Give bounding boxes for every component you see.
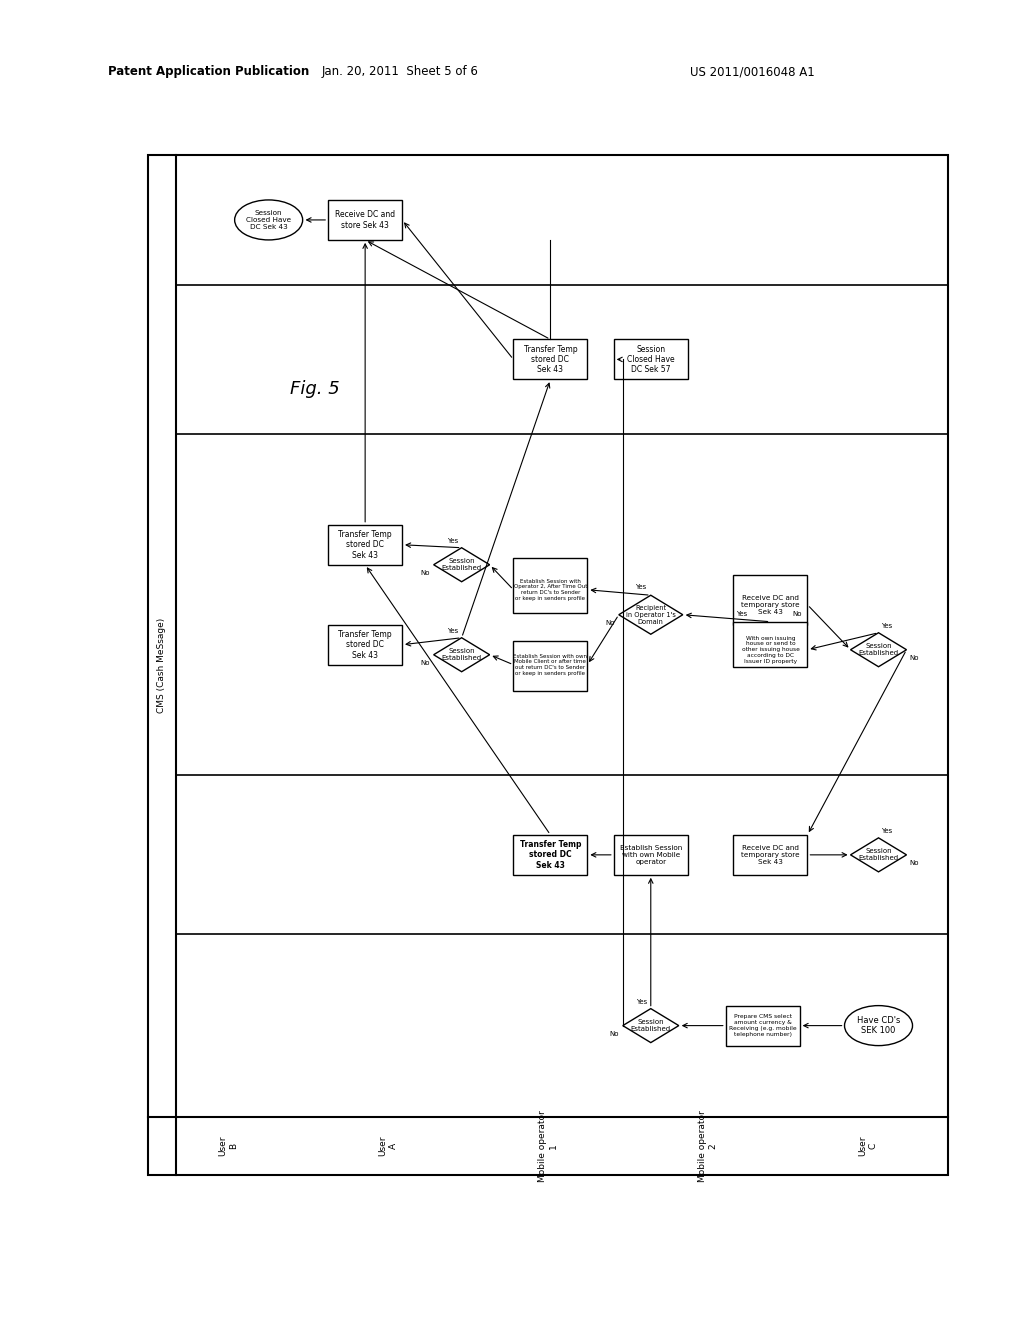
Text: Receive DC and
temporary store
Sek 43: Receive DC and temporary store Sek 43 xyxy=(741,845,800,865)
Text: Session
Established: Session Established xyxy=(858,849,899,862)
Text: Transfer Temp
stored DC
Sek 43: Transfer Temp stored DC Sek 43 xyxy=(519,840,582,870)
Ellipse shape xyxy=(234,199,303,240)
Text: Jan. 20, 2011  Sheet 5 of 6: Jan. 20, 2011 Sheet 5 of 6 xyxy=(322,66,478,78)
Text: Session
Established: Session Established xyxy=(631,1019,671,1032)
Text: Receive DC and
store Sek 43: Receive DC and store Sek 43 xyxy=(335,210,395,230)
Text: Mobile operator
2: Mobile operator 2 xyxy=(698,1110,718,1181)
Bar xyxy=(328,525,402,565)
Text: Session
Closed Have
DC Sek 43: Session Closed Have DC Sek 43 xyxy=(246,210,291,230)
Text: Establish Session with
Operator 2, After Time Out
return DC's to Sender
or keep : Establish Session with Operator 2, After… xyxy=(514,578,587,601)
Bar xyxy=(613,834,688,875)
Bar xyxy=(513,834,588,875)
Bar xyxy=(513,339,588,379)
Bar xyxy=(613,339,688,379)
Bar xyxy=(733,834,808,875)
Text: No: No xyxy=(909,655,919,661)
Ellipse shape xyxy=(845,1006,912,1045)
Text: No: No xyxy=(909,859,919,866)
Text: No: No xyxy=(420,660,430,665)
Text: With own issuing
house or send to
other issuing house
according to DC
Issuer ID : With own issuing house or send to other … xyxy=(741,636,800,664)
Text: US 2011/0016048 A1: US 2011/0016048 A1 xyxy=(690,66,815,78)
Text: Receive DC and
temporary store
Sek 43: Receive DC and temporary store Sek 43 xyxy=(741,595,800,615)
Text: No: No xyxy=(420,570,430,576)
Text: Yes: Yes xyxy=(882,828,893,834)
Text: Yes: Yes xyxy=(637,999,648,1005)
Text: Recipient
in Operator 1's
Domain: Recipient in Operator 1's Domain xyxy=(626,605,676,624)
Bar xyxy=(513,558,588,612)
Text: Yes: Yes xyxy=(736,611,748,616)
Text: Have CD's
SEK 100: Have CD's SEK 100 xyxy=(857,1016,900,1035)
Text: Yes: Yes xyxy=(882,623,893,628)
Bar xyxy=(726,1006,800,1045)
Text: Transfer Temp
stored DC
Sek 43: Transfer Temp stored DC Sek 43 xyxy=(338,529,392,560)
Text: No: No xyxy=(793,611,802,616)
Text: Transfer Temp
stored DC
Sek 43: Transfer Temp stored DC Sek 43 xyxy=(523,345,578,375)
Text: User
C: User C xyxy=(858,1135,878,1156)
Text: Establish Session with own
Mobile Client or after time
out return DC's to Sender: Establish Session with own Mobile Client… xyxy=(513,653,588,676)
Text: Session
Closed Have
DC Sek 57: Session Closed Have DC Sek 57 xyxy=(627,345,675,375)
Text: Mobile operator
1: Mobile operator 1 xyxy=(539,1110,558,1181)
Polygon shape xyxy=(851,632,906,667)
Polygon shape xyxy=(623,1008,679,1043)
Text: Transfer Temp
stored DC
Sek 43: Transfer Temp stored DC Sek 43 xyxy=(338,630,392,660)
Polygon shape xyxy=(618,595,683,634)
Text: No: No xyxy=(605,619,614,626)
Text: User
B: User B xyxy=(218,1135,238,1156)
Bar xyxy=(733,622,808,667)
Text: Session
Established: Session Established xyxy=(858,643,899,656)
Text: Fig. 5: Fig. 5 xyxy=(290,380,340,399)
Bar xyxy=(328,624,402,665)
Bar xyxy=(733,574,808,624)
Polygon shape xyxy=(433,548,489,582)
Text: Prepare CMS select
amount currency &
Receiving (e.g. mobile
telephone number): Prepare CMS select amount currency & Rec… xyxy=(729,1014,797,1036)
Polygon shape xyxy=(433,638,489,672)
Bar xyxy=(328,199,402,240)
Text: Yes: Yes xyxy=(447,628,459,634)
Text: Establish Session
with own Mobile
operator: Establish Session with own Mobile operat… xyxy=(620,845,682,865)
Polygon shape xyxy=(851,838,906,871)
Text: Yes: Yes xyxy=(447,537,459,544)
Text: No: No xyxy=(609,1031,618,1036)
Bar xyxy=(148,154,948,1175)
Text: User
A: User A xyxy=(378,1135,397,1156)
Text: Session
Established: Session Established xyxy=(441,558,481,572)
Text: Yes: Yes xyxy=(636,585,647,590)
Text: Session
Established: Session Established xyxy=(441,648,481,661)
Text: CMS (Cash MeSsage): CMS (Cash MeSsage) xyxy=(158,618,167,713)
Text: Patent Application Publication: Patent Application Publication xyxy=(108,66,309,78)
Bar xyxy=(513,640,588,690)
